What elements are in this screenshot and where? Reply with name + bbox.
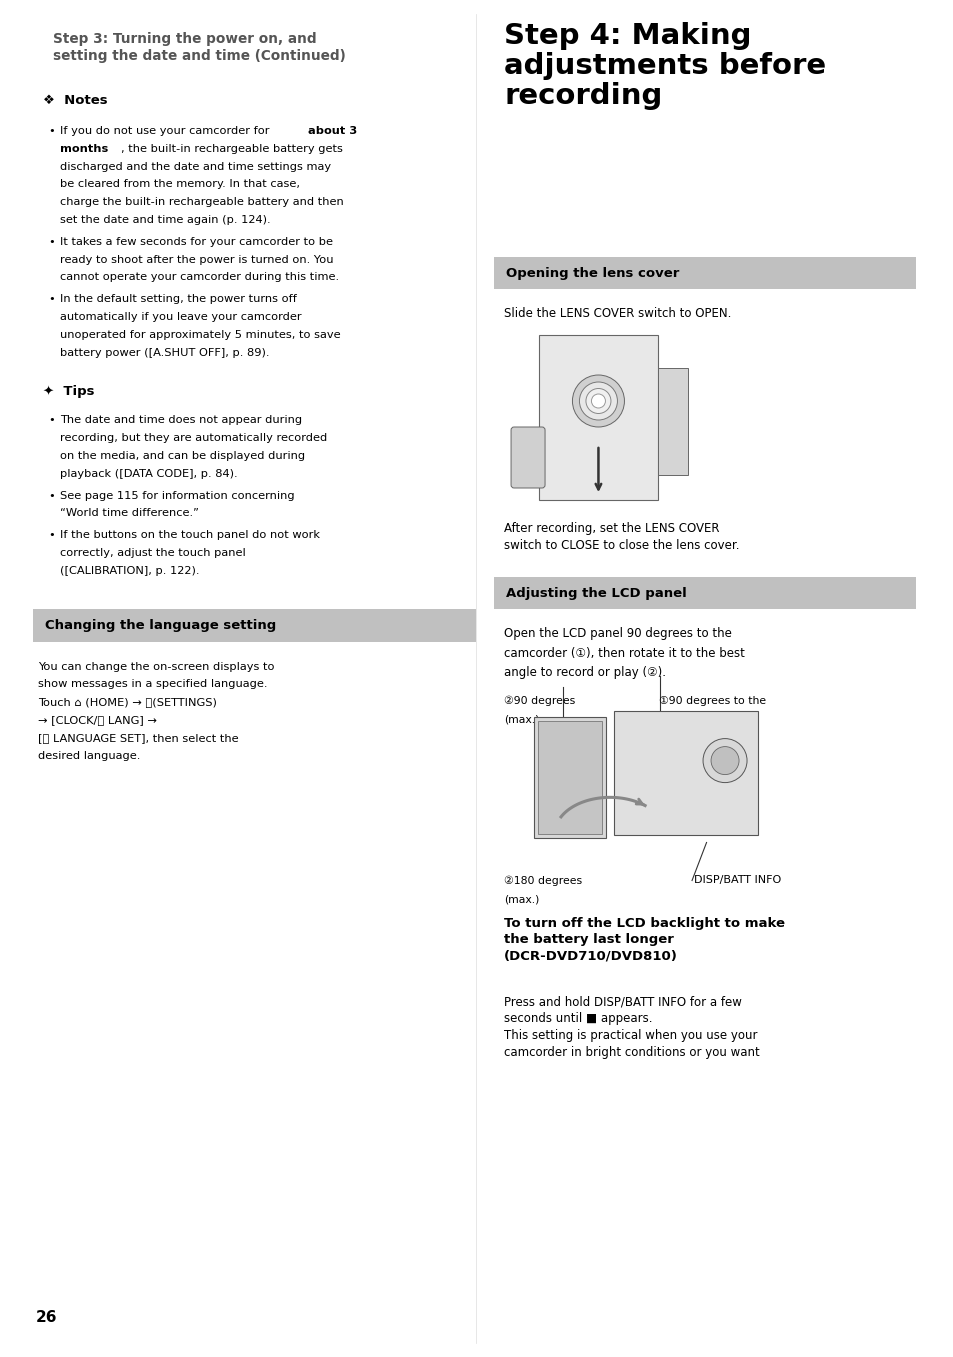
Text: unoperated for approximately 5 minutes, to save: unoperated for approximately 5 minutes, … xyxy=(60,330,340,339)
Circle shape xyxy=(572,375,624,427)
Text: camcorder: camcorder xyxy=(659,715,717,725)
Circle shape xyxy=(710,746,739,775)
Text: •: • xyxy=(48,237,54,247)
Text: •: • xyxy=(48,415,54,425)
Text: ②180 degrees: ②180 degrees xyxy=(503,875,581,886)
Text: be cleared from the memory. In that case,: be cleared from the memory. In that case… xyxy=(60,179,299,190)
Text: camcorder (①), then rotate it to the best: camcorder (①), then rotate it to the bes… xyxy=(503,646,744,660)
Circle shape xyxy=(585,388,610,414)
Circle shape xyxy=(702,738,746,783)
Circle shape xyxy=(578,383,617,421)
Text: ❖  Notes: ❖ Notes xyxy=(43,94,108,107)
Text: set the date and time again (p. 124).: set the date and time again (p. 124). xyxy=(60,214,271,225)
Text: playback ([DATA CODE], p. 84).: playback ([DATA CODE], p. 84). xyxy=(60,468,237,479)
Text: desired language.: desired language. xyxy=(38,750,140,761)
Text: In the default setting, the power turns off: In the default setting, the power turns … xyxy=(60,294,296,304)
Text: Opening the lens cover: Opening the lens cover xyxy=(505,266,679,280)
Text: → [CLOCK/Ⓐ LANG] →: → [CLOCK/Ⓐ LANG] → xyxy=(38,715,156,725)
Bar xyxy=(494,256,915,289)
Text: battery power ([A.SHUT OFF], p. 89).: battery power ([A.SHUT OFF], p. 89). xyxy=(60,347,269,358)
Bar xyxy=(494,577,915,609)
Text: ①90 degrees to the: ①90 degrees to the xyxy=(659,696,765,706)
Text: Adjusting the LCD panel: Adjusting the LCD panel xyxy=(505,586,686,600)
Text: •: • xyxy=(48,294,54,304)
Text: “World time difference.”: “World time difference.” xyxy=(60,509,198,518)
Text: (max.): (max.) xyxy=(503,894,538,905)
Text: cannot operate your camcorder during this time.: cannot operate your camcorder during thi… xyxy=(60,273,338,282)
Text: See page 115 for information concerning: See page 115 for information concerning xyxy=(60,491,294,501)
Bar xyxy=(537,721,601,835)
Text: ✦  Tips: ✦ Tips xyxy=(43,385,94,399)
Text: To turn off the LCD backlight to make
the battery last longer
(DCR-DVD710/DVD810: To turn off the LCD backlight to make th… xyxy=(503,917,784,962)
Bar xyxy=(614,711,758,835)
Text: Slide the LENS COVER switch to OPEN.: Slide the LENS COVER switch to OPEN. xyxy=(503,307,731,320)
Text: [Ⓐ LANGUAGE SET], then select the: [Ⓐ LANGUAGE SET], then select the xyxy=(38,733,238,742)
Text: recording, but they are automatically recorded: recording, but they are automatically re… xyxy=(60,433,327,444)
Text: You can change the on-screen displays to: You can change the on-screen displays to xyxy=(38,662,274,672)
Text: DISP/BATT INFO: DISP/BATT INFO xyxy=(694,875,781,886)
Text: ②90 degrees: ②90 degrees xyxy=(503,696,575,706)
Text: charge the built-in rechargeable battery and then: charge the built-in rechargeable battery… xyxy=(60,197,343,208)
Text: Changing the language setting: Changing the language setting xyxy=(45,619,276,631)
Text: •: • xyxy=(48,126,54,136)
Text: about 3: about 3 xyxy=(308,126,356,136)
Text: ready to shoot after the power is turned on. You: ready to shoot after the power is turned… xyxy=(60,255,334,265)
Text: , the built-in rechargeable battery gets: , the built-in rechargeable battery gets xyxy=(121,144,342,153)
Text: Step 4: Making
adjustments before
recording: Step 4: Making adjustments before record… xyxy=(503,22,825,110)
Text: on the media, and can be displayed during: on the media, and can be displayed durin… xyxy=(60,451,305,461)
Bar xyxy=(534,718,605,839)
Text: show messages in a specified language.: show messages in a specified language. xyxy=(38,680,267,689)
Text: ([CALIBRATION], p. 122).: ([CALIBRATION], p. 122). xyxy=(60,566,199,575)
Circle shape xyxy=(591,394,605,408)
Text: Touch ⌂ (HOME) → ⌷(SETTINGS): Touch ⌂ (HOME) → ⌷(SETTINGS) xyxy=(38,697,216,707)
Text: If the buttons on the touch panel do not work: If the buttons on the touch panel do not… xyxy=(60,531,319,540)
Text: If you do not use your camcorder for: If you do not use your camcorder for xyxy=(60,126,273,136)
Bar xyxy=(538,335,658,499)
FancyBboxPatch shape xyxy=(511,427,544,489)
Text: correctly, adjust the touch panel: correctly, adjust the touch panel xyxy=(60,548,246,558)
Text: It takes a few seconds for your camcorder to be: It takes a few seconds for your camcorde… xyxy=(60,237,333,247)
Text: Open the LCD panel 90 degrees to the: Open the LCD panel 90 degrees to the xyxy=(503,627,731,641)
Text: (max.): (max.) xyxy=(503,715,538,725)
Text: Step 3: Turning the power on, and
setting the date and time (Continued): Step 3: Turning the power on, and settin… xyxy=(53,33,345,64)
Text: Press and hold DISP/BATT INFO for a few
seconds until ■ appears.
This setting is: Press and hold DISP/BATT INFO for a few … xyxy=(503,996,759,1058)
Text: discharged and the date and time settings may: discharged and the date and time setting… xyxy=(60,161,331,171)
Text: automatically if you leave your camcorder: automatically if you leave your camcorde… xyxy=(60,312,301,322)
Text: •: • xyxy=(48,491,54,501)
Bar xyxy=(658,368,687,475)
Text: 26: 26 xyxy=(36,1310,57,1324)
Text: months: months xyxy=(60,144,108,153)
Bar xyxy=(33,608,476,642)
Text: •: • xyxy=(48,531,54,540)
Text: angle to record or play (②).: angle to record or play (②). xyxy=(503,666,665,678)
Text: The date and time does not appear during: The date and time does not appear during xyxy=(60,415,302,425)
Text: After recording, set the LENS COVER
switch to CLOSE to close the lens cover.: After recording, set the LENS COVER swit… xyxy=(503,522,739,552)
